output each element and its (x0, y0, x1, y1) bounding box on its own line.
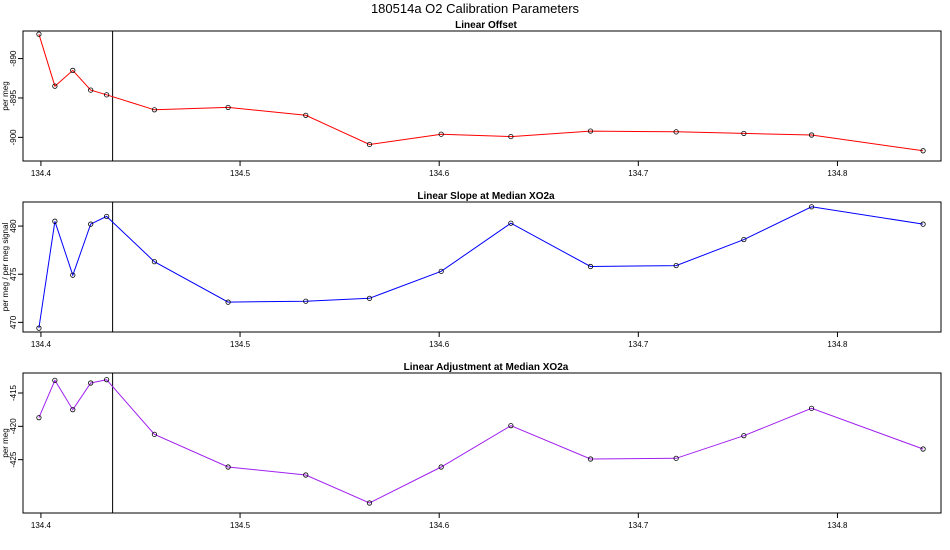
data-point (36, 325, 42, 331)
x-tick-label: 134.8 (827, 521, 848, 530)
data-point (587, 456, 594, 462)
data-point (920, 446, 926, 452)
panel-linear-offset: Linear Offset per meg 134.4 134.5 134.6 134… (1, 20, 942, 178)
data-point (225, 299, 231, 305)
data-point (151, 431, 158, 437)
data-point (70, 407, 76, 413)
data-point (741, 130, 747, 137)
series-line-linear-slope (38, 206, 924, 329)
data-point (303, 298, 309, 304)
data-point (225, 104, 231, 111)
panel-title-linear-offset: Linear Offset (455, 20, 517, 31)
y-tick-label: 480 (9, 219, 18, 233)
data-point (920, 148, 926, 154)
data-point (151, 259, 158, 265)
ylabel-linear-slope: per meg / per meg signal (1, 223, 10, 312)
plot-frame-linear-offset (22, 30, 942, 162)
data-point (70, 272, 76, 278)
data-point (438, 131, 444, 137)
data-point (104, 377, 110, 383)
data-point (88, 221, 94, 227)
data-point (36, 31, 42, 37)
data-point (104, 92, 110, 98)
x-tick-label: 134.7 (628, 340, 649, 349)
y-tick-label: -415 (9, 384, 18, 401)
data-point (508, 220, 514, 226)
x-tick-label: 134.4 (31, 340, 52, 349)
y-tick-label: -890 (9, 50, 18, 67)
data-point (88, 380, 94, 386)
x-tick-label: 134.5 (230, 340, 251, 349)
panel-title-linear-slope: Linear Slope at Median XO2a (417, 191, 555, 202)
data-point (741, 236, 747, 243)
data-point (52, 83, 58, 89)
data-point (508, 423, 514, 429)
plot-frame-linear-adjustment (22, 372, 942, 514)
data-point (438, 268, 444, 274)
x-tick-label: 134.5 (230, 169, 251, 178)
data-point (151, 107, 158, 113)
x-tick-label: 134.8 (827, 169, 848, 178)
data-point (366, 295, 373, 301)
data-point (36, 415, 42, 421)
y-tick-label: -425 (9, 451, 18, 468)
panel-linear-slope: Linear Slope at Median XO2a per meg / pe… (1, 191, 942, 349)
data-point (88, 87, 94, 93)
ylabel-linear-offset: per meg (1, 81, 10, 110)
data-point (808, 204, 815, 210)
data-point (104, 213, 110, 220)
y-tick-label: -895 (9, 89, 18, 106)
y-tick-label: 475 (9, 267, 18, 281)
data-point (508, 133, 514, 140)
x-tick-label: 134.5 (230, 521, 251, 530)
y-tick-label: -420 (9, 418, 18, 435)
data-point (52, 377, 58, 383)
data-point (741, 433, 747, 439)
x-tick-label: 134.6 (429, 340, 450, 349)
data-point (366, 141, 373, 148)
x-tick-label: 134.7 (628, 169, 649, 178)
x-tick-label: 134.4 (31, 169, 52, 178)
data-point (438, 464, 444, 470)
data-point (587, 128, 594, 134)
data-point (366, 500, 373, 506)
figure-title: 180514a O2 Calibration Parameters (371, 1, 580, 16)
series-line-linear-offset (38, 34, 924, 152)
data-point (70, 67, 76, 73)
data-point (303, 112, 309, 118)
data-point (52, 218, 58, 224)
data-point (587, 263, 594, 270)
y-tick-label: 470 (9, 315, 18, 329)
data-point (808, 405, 815, 411)
plot-frame-linear-slope (22, 201, 942, 333)
data-point (920, 221, 926, 227)
data-point (673, 129, 679, 135)
ylabel-linear-adjustment: per meg (1, 428, 10, 457)
x-tick-label: 134.7 (628, 521, 649, 530)
y-tick-label: -900 (9, 129, 18, 146)
x-tick-label: 134.4 (31, 521, 52, 530)
x-tick-label: 134.8 (827, 340, 848, 349)
data-point (808, 132, 815, 138)
x-tick-label: 134.6 (429, 169, 450, 178)
panel-linear-adjustment: Linear Adjustment at Median XO2a per meg… (1, 362, 942, 530)
x-tick-label: 134.6 (429, 521, 450, 530)
data-point (673, 262, 679, 269)
data-point (673, 455, 679, 461)
panel-title-linear-adjustment: Linear Adjustment at Median XO2a (404, 362, 569, 373)
data-point (225, 464, 231, 470)
data-point (303, 472, 309, 478)
series-line-linear-adjustment (38, 379, 924, 504)
